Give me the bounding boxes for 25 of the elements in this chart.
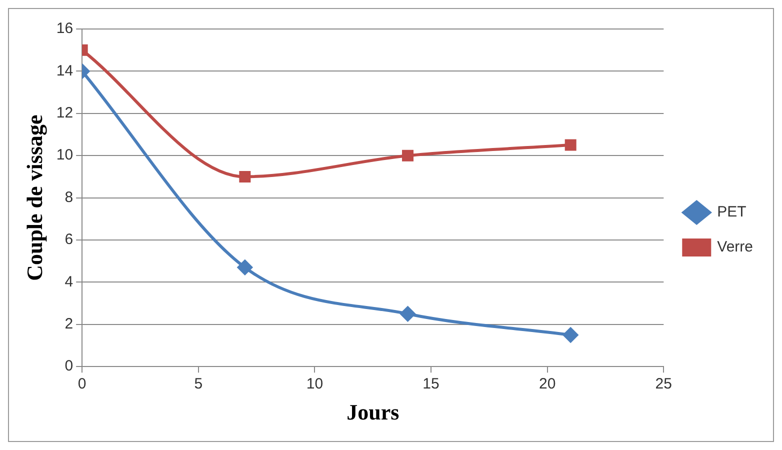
legend-label: Verre (717, 238, 754, 256)
point (563, 327, 578, 342)
y-tick-label: 12 (56, 104, 74, 122)
x-axis-title: Jours (346, 399, 400, 424)
y-tick-label: 6 (64, 231, 74, 248)
point (239, 170, 251, 182)
x-tick-label: 20 (538, 376, 556, 393)
legend-label: PET (717, 204, 746, 221)
point (400, 306, 416, 322)
y-tick-label: 16 (56, 20, 74, 38)
y-tick-label: 14 (56, 62, 74, 80)
x-tick-label: 0 (78, 376, 86, 393)
y-tick-label: 0 (64, 358, 74, 375)
x-tick-label: 25 (655, 376, 672, 393)
x-tick-label: 10 (306, 376, 324, 393)
point (564, 139, 576, 151)
point (402, 150, 414, 162)
y-tick-label: 2 (64, 316, 74, 333)
y-tick-label: 4 (64, 273, 74, 290)
y-tick-label: 8 (64, 188, 74, 206)
x-tick-label: 5 (194, 376, 203, 393)
x-tick-label: 15 (422, 376, 440, 393)
y-axis-title: Couple de vissage (22, 114, 47, 281)
y-tick-label: 10 (56, 146, 74, 164)
point (237, 260, 252, 275)
